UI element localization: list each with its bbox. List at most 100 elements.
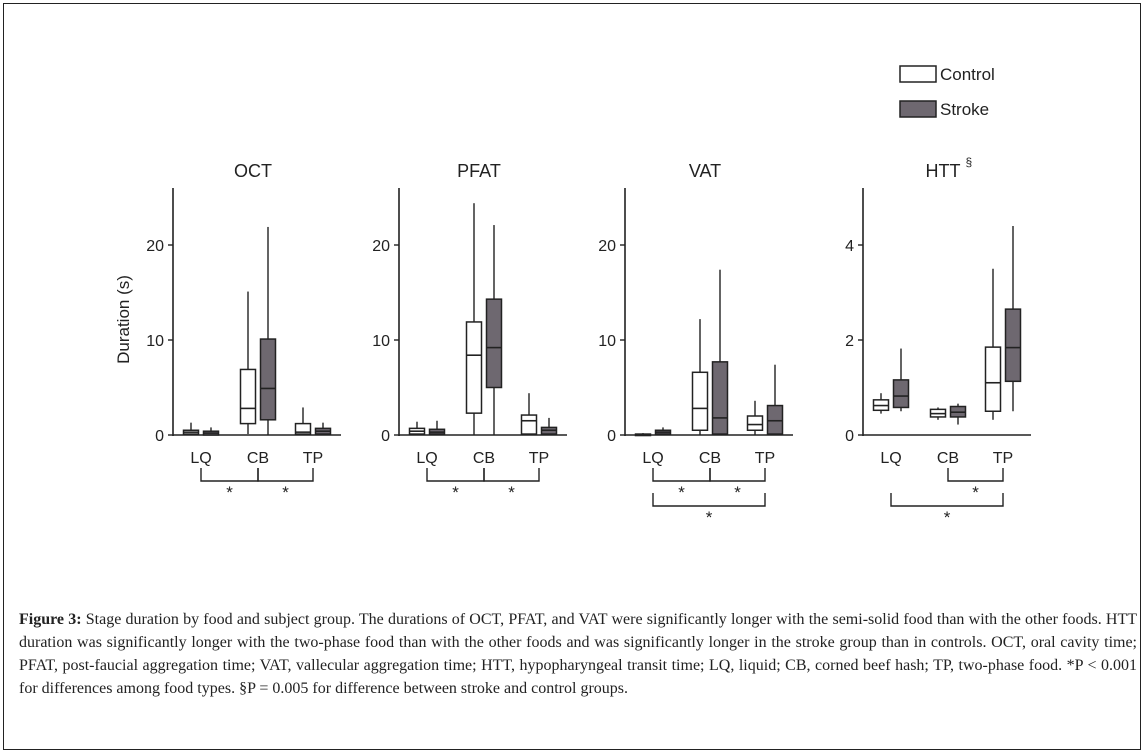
box-iqr <box>746 415 764 431</box>
panel-pfat: PFAT 0 10 20 LQ CB TP * * <box>372 161 567 502</box>
significance-star: * <box>972 483 979 502</box>
y-tick-label: 20 <box>146 238 164 255</box>
significance-bracket <box>257 468 314 482</box>
box-oct-cb-control <box>239 291 257 435</box>
box-oct-lq-stroke <box>202 427 220 436</box>
panel-title-vat: VAT <box>689 161 721 181</box>
y-tick-label: 0 <box>381 428 390 445</box>
box-htt-cb-control <box>929 407 947 420</box>
x-tick-label-tp: TP <box>993 450 1013 467</box>
box-iqr <box>259 338 277 421</box>
significance-star: * <box>452 483 459 502</box>
box-pfat-lq-control <box>408 421 426 435</box>
box-htt-lq-control <box>872 393 890 414</box>
box-oct-tp-stroke <box>314 422 332 435</box>
x-tick-label-lq: LQ <box>190 450 211 467</box>
box-iqr <box>485 298 503 389</box>
y-tick-label: 20 <box>372 238 390 255</box>
box-vat-tp-control <box>746 400 764 435</box>
box-vat-tp-stroke <box>766 364 784 435</box>
box-iqr <box>766 404 784 435</box>
box-iqr <box>984 346 1002 412</box>
significance-star: * <box>226 483 233 502</box>
box-vat-lq-stroke <box>654 427 672 435</box>
panel-title-oct: OCT <box>234 161 272 181</box>
significance-bracket <box>200 468 259 482</box>
significance-star: * <box>734 483 741 502</box>
box-vat-lq-control <box>634 433 652 437</box>
x-tick-label-cb: CB <box>473 450 495 467</box>
panel-vat: VAT 0 10 20 LQ CB TP * * * <box>598 161 793 527</box>
caption-label: Figure 3: <box>19 611 82 628</box>
y-tick-label: 4 <box>845 238 854 255</box>
panel-oct: OCT 0 10 20 Duration (s) LQ CB TP * * <box>114 161 341 502</box>
x-tick-label-tp: TP <box>529 450 549 467</box>
box-iqr <box>520 414 538 435</box>
significance-star: * <box>706 508 713 527</box>
x-tick-label-cb: CB <box>247 450 269 467</box>
box-htt-tp-control <box>984 268 1002 420</box>
figure-frame: Control Stroke OCT 0 10 20 Duration (s) LQ CB TP… <box>3 3 1141 750</box>
x-tick-label-lq: LQ <box>416 450 437 467</box>
y-tick-label: 0 <box>155 428 164 445</box>
y-tick-label: 20 <box>598 238 616 255</box>
x-tick-label-lq: LQ <box>642 450 663 467</box>
box-iqr <box>892 379 910 409</box>
box-pfat-cb-stroke <box>485 225 503 435</box>
panel-title-pfat: PFAT <box>457 161 501 181</box>
significance-bracket <box>652 493 766 507</box>
legend-label-stroke: Stroke <box>940 100 989 119</box>
x-tick-label-tp: TP <box>303 450 323 467</box>
significance-bracket <box>426 468 485 482</box>
significance-star: * <box>678 483 685 502</box>
x-tick-label-lq: LQ <box>880 450 901 467</box>
box-iqr <box>1004 308 1022 383</box>
box-htt-lq-stroke <box>892 348 910 412</box>
panel-title-htt: HTT <box>926 161 961 181</box>
box-oct-tp-control <box>294 407 312 435</box>
box-htt-tp-stroke <box>1004 226 1022 412</box>
y-tick-label: 10 <box>146 333 164 350</box>
legend-label-control: Control <box>940 65 995 84</box>
box-vat-cb-stroke <box>711 269 729 435</box>
significance-bracket <box>890 493 1004 507</box>
significance-star: * <box>508 483 515 502</box>
box-iqr <box>711 361 729 435</box>
box-pfat-tp-stroke <box>540 417 558 435</box>
box-iqr <box>294 422 312 435</box>
y-tick-label: 10 <box>598 333 616 350</box>
y-tick-label: 10 <box>372 333 390 350</box>
y-axis-label: Duration (s) <box>114 275 133 364</box>
box-htt-cb-stroke <box>949 403 967 425</box>
significance-star: * <box>944 508 951 527</box>
legend-swatch-control <box>899 65 937 83</box>
box-iqr <box>239 368 257 425</box>
box-pfat-lq-stroke <box>428 420 446 435</box>
legend: Control Stroke <box>899 65 995 119</box>
significance-bracket <box>652 468 711 482</box>
significance-bracket <box>947 468 1004 482</box>
box-iqr <box>691 371 709 431</box>
caption-text: Stage duration by food and subject group… <box>19 611 1138 697</box>
legend-swatch-stroke <box>899 100 937 118</box>
box-oct-lq-control <box>182 422 200 435</box>
significance-star: * <box>282 483 289 502</box>
box-pfat-tp-control <box>520 393 538 435</box>
significance-bracket <box>709 468 766 482</box>
x-tick-label-cb: CB <box>699 450 721 467</box>
significance-bracket <box>483 468 540 482</box>
panel-htt: HTT § 0 2 4 LQ CB TP * * <box>845 155 1031 527</box>
box-vat-cb-control <box>691 319 709 435</box>
box-iqr <box>465 321 483 414</box>
box-pfat-cb-control <box>465 203 483 435</box>
y-tick-label: 0 <box>845 428 854 445</box>
y-tick-label: 2 <box>845 333 854 350</box>
panel-title-superscript: § <box>966 155 973 169</box>
y-tick-label: 0 <box>607 428 616 445</box>
box-oct-cb-stroke <box>259 226 277 435</box>
x-tick-label-tp: TP <box>755 450 775 467</box>
x-tick-label-cb: CB <box>937 450 959 467</box>
figure-caption: Figure 3: Stage duration by food and sub… <box>19 608 1137 700</box>
